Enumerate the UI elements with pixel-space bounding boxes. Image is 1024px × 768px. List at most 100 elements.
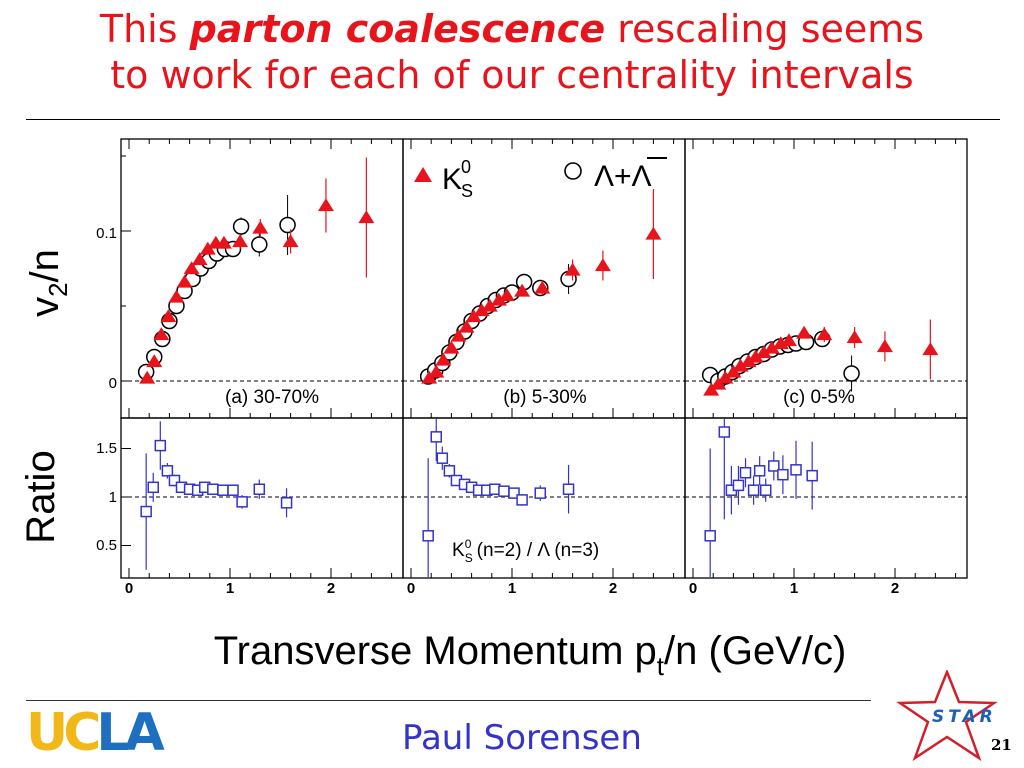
ratio-point-a-13 xyxy=(253,483,266,495)
title-divider xyxy=(26,119,1000,120)
ratio-point-c-11 xyxy=(806,469,818,482)
ratio-point-a-14 xyxy=(280,497,293,509)
kshort-point-c-5 xyxy=(740,354,757,368)
kshort-point-a-1 xyxy=(146,354,163,368)
kshort-point-b-2 xyxy=(435,352,452,366)
title-line-2: to work for each of our centrality inter… xyxy=(110,53,914,97)
kshort-point-b-6 xyxy=(465,309,482,323)
kshort-point-b-3 xyxy=(443,340,460,354)
ratio-point-c-5 xyxy=(747,484,760,496)
ucla-logo: UCLA xyxy=(26,703,165,763)
title-emphasis: parton coalescence xyxy=(189,7,606,51)
panel-label-c: (c) 0-5% xyxy=(783,387,855,408)
ratio-point-c-9 xyxy=(777,468,789,481)
ratio-point-a-9 xyxy=(207,483,219,495)
ratio-point-b-2 xyxy=(436,452,449,464)
kshort-point-b-13 xyxy=(564,262,581,276)
title-pre: This xyxy=(99,7,190,51)
ratio-point-c-6 xyxy=(753,465,766,477)
ratio-annotation: KS0 (n=2) / Λ (n=3) xyxy=(452,537,599,565)
panel-label-b: (b) 5-30% xyxy=(503,387,587,408)
x-tick-label-b-1: 1 xyxy=(508,580,516,597)
x-tick-label-b-0: 0 xyxy=(407,580,415,597)
ratio-point-a-1 xyxy=(147,481,159,494)
ucla-logo-la: LA xyxy=(96,703,164,763)
kshort-point-a-8 xyxy=(199,241,216,255)
panel-frame-top-a xyxy=(120,138,404,419)
kshort-point-c-7 xyxy=(755,345,772,359)
kshort-point-b-11 xyxy=(514,283,531,297)
ratio-point-b-12 xyxy=(516,494,528,506)
kshort-point-a-0 xyxy=(139,370,156,384)
kshort-point-c-6 xyxy=(747,349,764,363)
star-logo-text: STAR xyxy=(932,707,997,727)
legend: KS0 Λ+Λ xyxy=(414,157,667,201)
x-axis-title: Transverse Momentum pt/n (GeV/c) xyxy=(214,629,847,681)
ratio-point-c-10 xyxy=(790,464,802,476)
footer-divider xyxy=(26,700,871,701)
axis-ticks xyxy=(121,139,957,578)
ratio-point-a-0 xyxy=(140,505,152,518)
ratio-point-a-11 xyxy=(227,484,239,496)
panel-frames xyxy=(120,138,968,579)
kshort-point-a-7 xyxy=(191,252,208,266)
legend-lambda-label: Λ+Λ xyxy=(594,160,652,193)
kshort-point-a-15 xyxy=(358,210,375,224)
chart-labels: 0 0.1 0.5 1 1.5 0 1 2 0 1 2 0 1 2 (a) 30… xyxy=(19,157,899,681)
x-tick-label-c-2: 2 xyxy=(891,580,899,597)
kshort-point-c-4 xyxy=(732,358,749,372)
x-tick-label-b-2: 2 xyxy=(609,580,617,597)
title-post: rescaling seems xyxy=(605,7,925,51)
kshort-point-c-12 xyxy=(816,327,833,341)
panel-label-a: (a) 30-70% xyxy=(225,387,319,408)
kshort-point-b-9 xyxy=(490,292,507,306)
kshort-point-c-14 xyxy=(876,339,893,353)
ratio-point-c-7 xyxy=(759,484,772,496)
data-marks xyxy=(137,157,939,577)
presenter-name: Paul Sorensen xyxy=(402,718,642,758)
ratio-point-b-14 xyxy=(562,483,575,495)
kshort-point-c-10 xyxy=(780,333,797,347)
kshort-point-a-4 xyxy=(168,289,185,303)
ratio-point-a-3 xyxy=(161,465,174,477)
panel-frame-ratio-c xyxy=(684,417,968,579)
kshort-point-c-8 xyxy=(763,340,780,354)
ratio-point-b-13 xyxy=(534,487,547,499)
kshort-point-b-1 xyxy=(428,364,445,378)
y-tick-label-ratio-1: 1 xyxy=(109,489,117,506)
kshort-point-c-2 xyxy=(717,370,734,384)
kshort-point-a-5 xyxy=(176,274,193,288)
kshort-point-c-13 xyxy=(846,330,863,344)
x-tick-label-a-2: 2 xyxy=(327,580,335,597)
ratio-point-a-10 xyxy=(217,484,229,496)
kshort-point-c-15 xyxy=(922,342,939,356)
kshort-point-b-12 xyxy=(534,280,551,294)
ratio-point-a-4 xyxy=(168,474,181,487)
ratio-point-a-2 xyxy=(154,439,167,452)
reference-lines xyxy=(121,380,967,498)
lambda-point-a-13 xyxy=(251,236,268,253)
kshort-point-b-4 xyxy=(450,328,467,342)
x-tick-label-a-1: 1 xyxy=(226,580,234,597)
x-tick-label-c-1: 1 xyxy=(790,580,798,597)
y-tick-label-ratio-0.5: 0.5 xyxy=(96,537,117,554)
kshort-point-a-11 xyxy=(232,234,249,248)
kshort-point-b-15 xyxy=(645,226,662,240)
x-tick-label-c-0: 0 xyxy=(689,580,697,597)
kshort-point-a-12 xyxy=(252,220,269,234)
kshort-point-c-11 xyxy=(796,325,813,339)
ratio-point-a-12 xyxy=(236,496,248,508)
kshort-point-a-10 xyxy=(215,235,232,249)
ratio-point-c-8 xyxy=(768,460,780,472)
y-axis-title-ratio: Ratio xyxy=(19,450,63,543)
y-tick-label-top-0: 0 xyxy=(109,375,117,392)
kshort-point-b-10 xyxy=(498,288,515,302)
page-number: 21 xyxy=(991,736,1012,754)
ratio-point-c-4 xyxy=(739,467,752,479)
star-logo: STAR xyxy=(896,670,998,762)
kshort-point-a-14 xyxy=(317,198,334,212)
kshort-point-a-3 xyxy=(160,309,177,323)
y-tick-label-top-0.1: 0.1 xyxy=(96,225,117,242)
kshort-point-a-13 xyxy=(282,234,299,248)
ratio-point-c-3 xyxy=(732,479,745,492)
